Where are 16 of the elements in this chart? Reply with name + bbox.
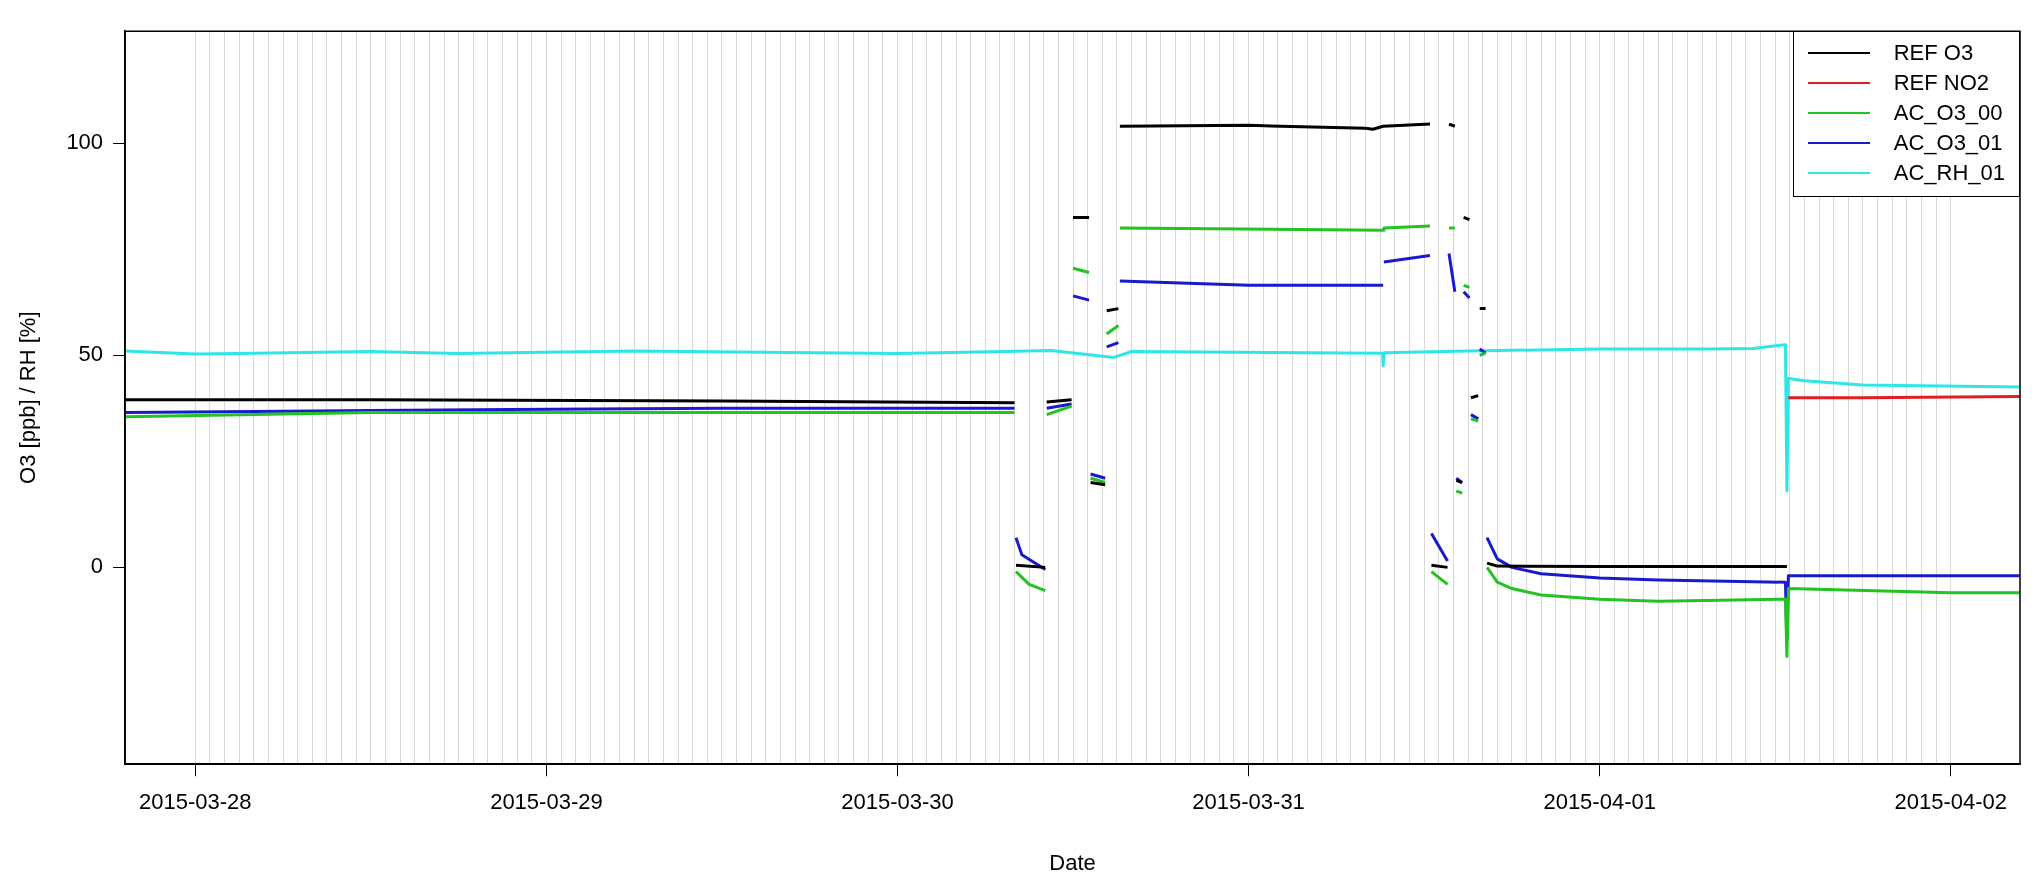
legend-label: AC_O3_00 (1893, 99, 2003, 128)
x-axis-title: Date (1049, 849, 1096, 875)
x-tick-label: 2015-03-31 (1192, 789, 1305, 815)
x-tick-label: 2015-03-29 (490, 789, 603, 815)
x-tick-label: 2015-03-28 (139, 789, 252, 815)
legend-label: REF O3 (1893, 39, 1974, 68)
x-tick-label: 2015-04-02 (1894, 789, 2008, 815)
y-tick-label: 50 (78, 341, 104, 367)
legend-label: AC_O3_01 (1893, 129, 2003, 158)
legend-label: REF NO2 (1893, 69, 1990, 98)
y-tick-label: 100 (66, 129, 104, 155)
x-tick-label: 2015-04-01 (1543, 789, 1656, 815)
x-tick-label: 2015-03-30 (841, 789, 954, 815)
y-axis-title: O3 [ppb] / RH [%] (15, 311, 41, 484)
y-tick-label: 0 (90, 553, 104, 579)
legend-label: AC_RH_01 (1893, 159, 2005, 188)
